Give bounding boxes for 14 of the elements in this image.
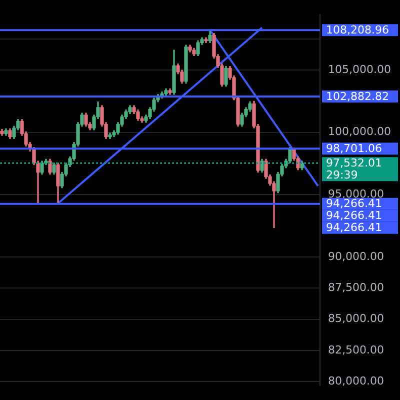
ref-line-label: 102,882.82 [326, 90, 389, 103]
ref-line-label: 108,208.96 [326, 23, 389, 36]
y-tick-label: 90,000.00 [328, 250, 384, 263]
y-tick-label: 85,000.00 [328, 312, 384, 326]
y-tick-label: 100,000.00 [328, 125, 391, 138]
y-tick-label: 80,000.00 [328, 374, 384, 388]
y-tick-label: 87,500.00 [328, 281, 384, 294]
y-tick-label: 105,000.00 [328, 62, 391, 76]
text: 94,266.41 [326, 221, 382, 234]
ref-line-label: 97,532.01 29:39 [326, 156, 382, 182]
y-tick-label: 82,500.00 [328, 343, 384, 356]
ref-line-label: 94,266.41 [326, 197, 382, 210]
ref-line-label: 98,701.06 [326, 142, 382, 155]
text: 94,266.41 [326, 209, 382, 222]
